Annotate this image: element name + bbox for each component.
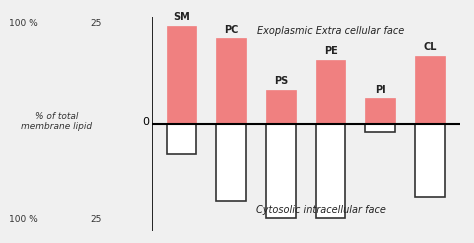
- Text: SM: SM: [173, 12, 190, 22]
- Bar: [166, 26, 196, 124]
- Text: 0: 0: [142, 117, 149, 127]
- Bar: [216, 38, 246, 124]
- Bar: [216, 124, 246, 201]
- Bar: [316, 60, 346, 124]
- Text: 25: 25: [90, 215, 101, 224]
- Text: PE: PE: [324, 46, 337, 56]
- Text: CL: CL: [423, 42, 437, 52]
- Bar: [166, 124, 196, 154]
- Bar: [365, 98, 395, 124]
- Bar: [415, 55, 445, 124]
- Text: PI: PI: [375, 85, 385, 95]
- Text: Cytosolic intracellular face: Cytosolic intracellular face: [256, 205, 386, 215]
- Text: PS: PS: [274, 76, 288, 86]
- Text: % of total
membrane lipid: % of total membrane lipid: [21, 112, 92, 131]
- Bar: [316, 124, 346, 218]
- Bar: [266, 90, 296, 124]
- Text: PC: PC: [224, 25, 238, 35]
- Text: 100 %: 100 %: [9, 215, 38, 224]
- Bar: [266, 124, 296, 218]
- Text: 25: 25: [90, 19, 101, 28]
- Bar: [415, 124, 445, 197]
- Bar: [365, 124, 395, 132]
- Text: 100 %: 100 %: [9, 19, 38, 28]
- Text: Exoplasmic Extra cellular face: Exoplasmic Extra cellular face: [257, 26, 404, 35]
